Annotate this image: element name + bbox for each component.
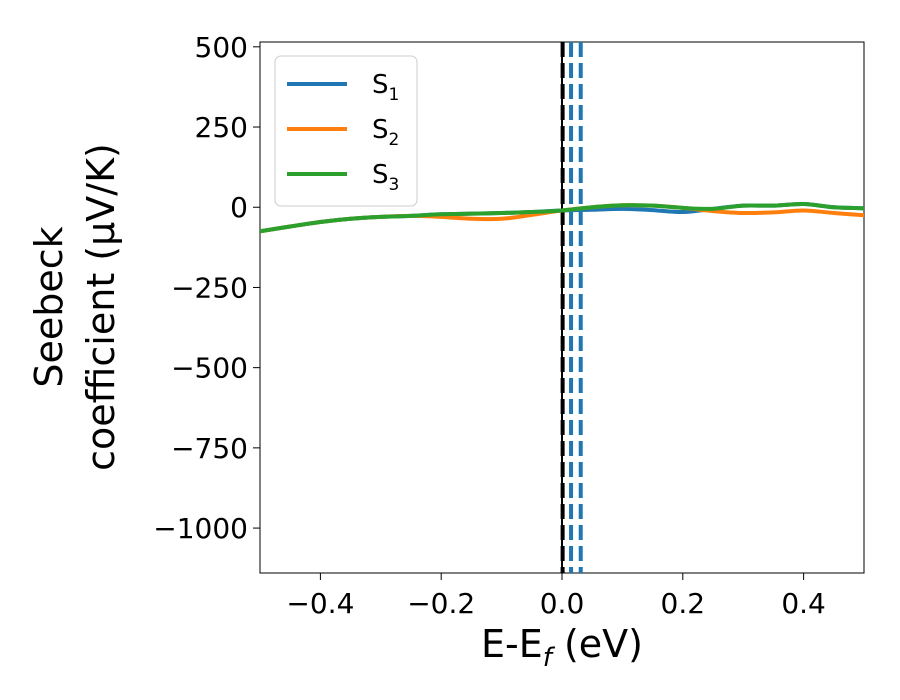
vertical-lines: [560, 42, 583, 573]
series-line-s3: [260, 202, 864, 234]
x-tick-label: −0.4: [286, 587, 354, 620]
y-tick-label: −1000: [153, 512, 248, 545]
y-axis-label: Seebeck coefficient (μV/K): [27, 143, 123, 471]
x-tick-label: 0.4: [781, 587, 826, 620]
y-tick-label: −250: [171, 271, 248, 304]
y-tick-label: 0: [230, 191, 248, 224]
y-axis-ticks: 500 250 0 −250 −500 −750 −1000: [153, 31, 260, 545]
y-tick-label: −750: [171, 432, 248, 465]
legend-label-s2: S2: [372, 115, 399, 150]
y-tick-label: −500: [171, 352, 248, 385]
y-axis-label-line2: coefficient (μV/K): [79, 143, 123, 471]
x-tick-label: −0.2: [407, 587, 475, 620]
legend: S1 S2 S3: [274, 55, 418, 207]
legend-label-s3: S3: [372, 160, 399, 195]
y-tick-label: 500: [195, 31, 248, 64]
x-axis-label: E-Ef (eV): [481, 622, 643, 673]
legend-label-s1: S1: [372, 70, 399, 105]
series-lines: [260, 202, 864, 234]
x-tick-label: 0.2: [661, 587, 706, 620]
y-tick-label: 250: [195, 111, 248, 144]
x-tick-label: 0.0: [540, 587, 585, 620]
x-axis-ticks: −0.4 −0.2 0.0 0.2 0.4: [286, 573, 826, 620]
y-axis-label-line1: Seebeck: [27, 226, 71, 387]
